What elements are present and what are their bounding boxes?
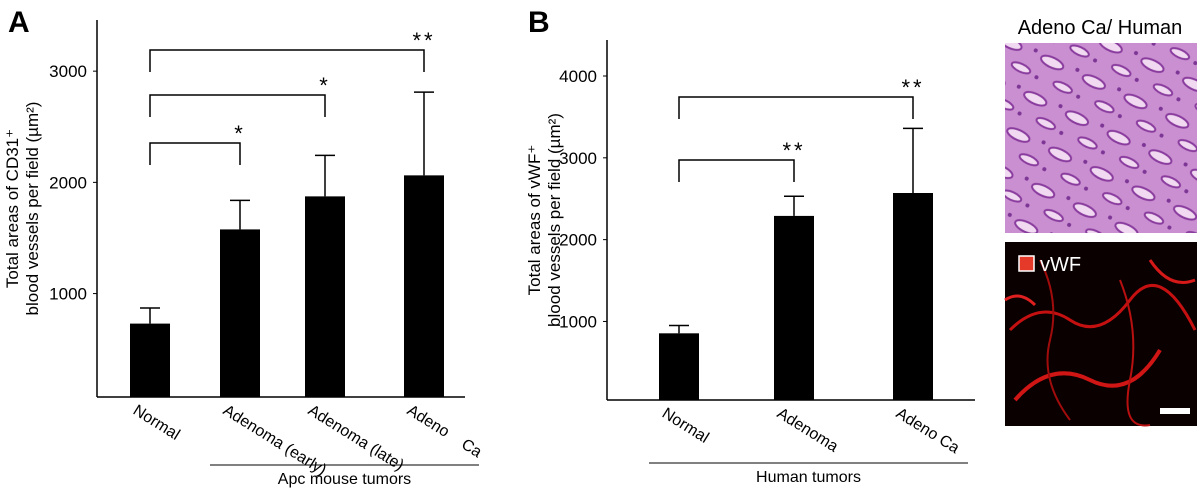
fluorescence-image: vWF [1004, 242, 1197, 427]
significance-bracket [678, 159, 795, 182]
y-tick-label: 1000 [559, 312, 597, 331]
significance-bracket [149, 94, 326, 117]
significance-label: * [319, 73, 331, 98]
bar [404, 175, 444, 397]
bar [220, 229, 260, 397]
x-tick-label: Adeno Ca [404, 402, 485, 461]
image-label: vWF [1040, 254, 1081, 276]
y-axis-label: Total areas of CD31⁺ [3, 129, 22, 288]
significance-label: ** [412, 28, 435, 53]
group-label: Apc mouse tumors [278, 471, 411, 488]
y-tick-label: 1000 [49, 285, 87, 304]
panel-label: B [528, 6, 550, 39]
bar [659, 333, 699, 400]
significance-label: ** [901, 75, 924, 100]
y-tick-label: 4000 [559, 67, 597, 86]
y-axis-label: blood vessels per field (µm²) [23, 102, 42, 316]
x-tick-label: Adeno Ca [893, 405, 962, 457]
y-tick-label: 2000 [49, 173, 87, 192]
significance-bracket [149, 49, 425, 72]
x-tick-label: Adenoma [774, 405, 841, 456]
significance-bracket [149, 142, 241, 165]
significance-label: ** [782, 138, 805, 163]
panel-label: A [8, 6, 30, 39]
bar [130, 323, 170, 397]
bar [305, 196, 345, 397]
x-tick-label: Normal [130, 402, 183, 444]
y-tick-label: 3000 [49, 62, 87, 81]
bar [774, 215, 814, 400]
significance-label: * [234, 121, 246, 146]
image-title: Adeno Ca/ Human [1018, 17, 1183, 39]
significance-bracket [678, 96, 914, 119]
y-tick-label: 2000 [559, 231, 597, 250]
group-label: Human tumors [756, 469, 861, 486]
y-tick-label: 3000 [559, 149, 597, 168]
he-image [1005, 43, 1197, 233]
y-axis-label: blood vessels per field (µm²) [545, 113, 564, 327]
bar [893, 193, 933, 400]
x-tick-label: Normal [659, 405, 712, 447]
y-axis-label: Total areas of vWF⁺ [525, 145, 544, 296]
